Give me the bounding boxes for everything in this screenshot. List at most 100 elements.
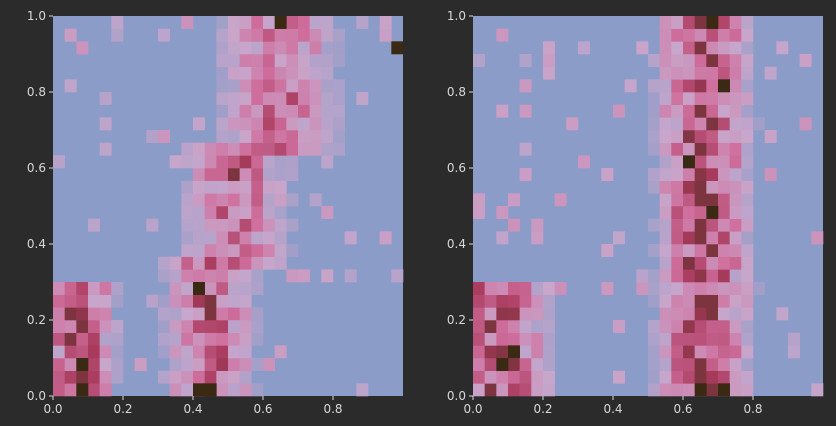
heatmap-cell	[648, 92, 660, 105]
heatmap-cell	[228, 142, 240, 156]
heatmap-cell	[694, 54, 707, 67]
heatmap-cell	[683, 130, 695, 143]
heatmap-cell	[741, 358, 754, 371]
heatmap-cell	[239, 294, 252, 308]
heatmap-cell	[333, 142, 345, 156]
heatmap-cell	[134, 358, 147, 371]
heatmap-cell	[659, 282, 672, 295]
heatmap-cell	[484, 332, 497, 346]
heatmap-cell	[508, 320, 520, 333]
heatmap-cell	[204, 218, 217, 232]
heatmap-cell	[321, 41, 334, 55]
heatmap-cell	[181, 206, 194, 219]
heatmap-cell	[531, 358, 544, 371]
heatmap-cell	[718, 41, 730, 55]
heatmap-cell	[99, 358, 112, 371]
heatmap-cell	[764, 130, 777, 143]
heatmap-cell	[543, 345, 555, 359]
heatmap-cell	[718, 332, 730, 346]
heatmap-cell	[239, 218, 252, 232]
heatmap-cell	[683, 104, 695, 118]
heatmap-cell	[99, 117, 112, 131]
heatmap-cell	[601, 168, 614, 181]
heatmap-cell	[251, 155, 264, 169]
heatmap-cell	[519, 320, 532, 333]
heatmap-cell	[263, 244, 275, 257]
heatmap-cell-peak	[193, 282, 205, 295]
heatmap-cell	[309, 130, 322, 143]
heatmap-cell	[484, 358, 497, 371]
heatmap-cell	[659, 54, 672, 67]
heatmap-cell	[239, 180, 252, 194]
heatmap-cell	[718, 370, 730, 384]
heatmap-cell	[263, 79, 275, 93]
heatmap-cell	[671, 41, 684, 55]
heatmap-cell	[204, 256, 217, 270]
heatmap-cell	[181, 332, 194, 346]
heatmap-cell	[776, 307, 789, 321]
heatmap-cell	[729, 130, 742, 143]
heatmap-cell	[694, 142, 707, 156]
heatmap-cell	[718, 282, 730, 295]
heatmap-cell	[601, 282, 614, 295]
heatmap-cell	[741, 320, 754, 333]
heatmap-cell	[193, 231, 205, 245]
heatmap-cell	[706, 320, 719, 333]
x-tick-label: 0.4	[183, 402, 202, 416]
heatmap-cell	[216, 370, 229, 384]
heatmap-left: 0.0 0.2 0.4 0.6 0.8 0.0 0.2 0.4 0.6 0.8 1.0	[27, 9, 404, 416]
heatmap-cell	[216, 307, 229, 321]
heatmap-cell	[718, 54, 730, 67]
heatmap-cell	[659, 41, 672, 55]
heatmap-cell	[601, 244, 614, 257]
heatmap-cell	[496, 294, 509, 308]
heatmap-cell	[216, 117, 229, 131]
heatmap-cell	[718, 155, 730, 169]
heatmap-cell	[204, 332, 217, 346]
heatmap-cell	[239, 256, 252, 270]
heatmap-cell	[694, 294, 707, 308]
heatmap-cell	[169, 282, 182, 295]
heatmap-cell	[216, 320, 229, 333]
heatmap-cell	[251, 180, 264, 194]
heatmap-cell	[216, 383, 229, 397]
heatmap-cell	[251, 92, 264, 105]
heatmap-cell	[286, 54, 299, 67]
heatmap-cell	[158, 294, 170, 308]
y-tick-label: 0.6	[447, 161, 466, 175]
heatmap-cell	[694, 206, 707, 219]
heatmap-cell	[193, 193, 205, 207]
heatmap-cell	[508, 193, 520, 207]
heatmap-cell	[286, 155, 299, 169]
heatmap-cell	[648, 370, 660, 384]
heatmap-cell	[251, 358, 264, 371]
heatmap-cell	[694, 231, 707, 245]
heatmap-cell	[496, 206, 509, 219]
heatmap-cell	[671, 130, 684, 143]
heatmap-right: 0.0 0.2 0.4 0.6 0.8 0.0 0.2 0.4 0.6 0.8 1.0	[447, 9, 824, 416]
heatmap-cell	[671, 256, 684, 270]
heatmap-cell	[239, 244, 252, 257]
heatmap-cell	[706, 358, 719, 371]
heatmap-cell	[333, 104, 345, 118]
heatmap-cell	[228, 104, 240, 118]
heatmap-cell	[99, 307, 112, 321]
heatmap-cell	[193, 307, 205, 321]
heatmap-cell	[251, 218, 264, 232]
heatmap-cell	[729, 206, 742, 219]
heatmap-cell	[659, 320, 672, 333]
y-tick-label: 0.8	[27, 85, 46, 99]
heatmap-cell	[53, 155, 65, 169]
heatmap-cell	[228, 41, 240, 55]
heatmap-cell	[274, 79, 287, 93]
heatmap-cell	[309, 54, 322, 67]
heatmap-cell	[228, 79, 240, 93]
heatmap-cell	[671, 345, 684, 359]
heatmap-cell	[193, 155, 205, 169]
heatmap-cell	[286, 130, 299, 143]
heatmap-cell	[531, 345, 544, 359]
heatmap-cell	[729, 345, 742, 359]
heatmap-cell	[671, 155, 684, 169]
heatmap-cell	[729, 383, 742, 397]
heatmap-cell	[496, 370, 509, 384]
